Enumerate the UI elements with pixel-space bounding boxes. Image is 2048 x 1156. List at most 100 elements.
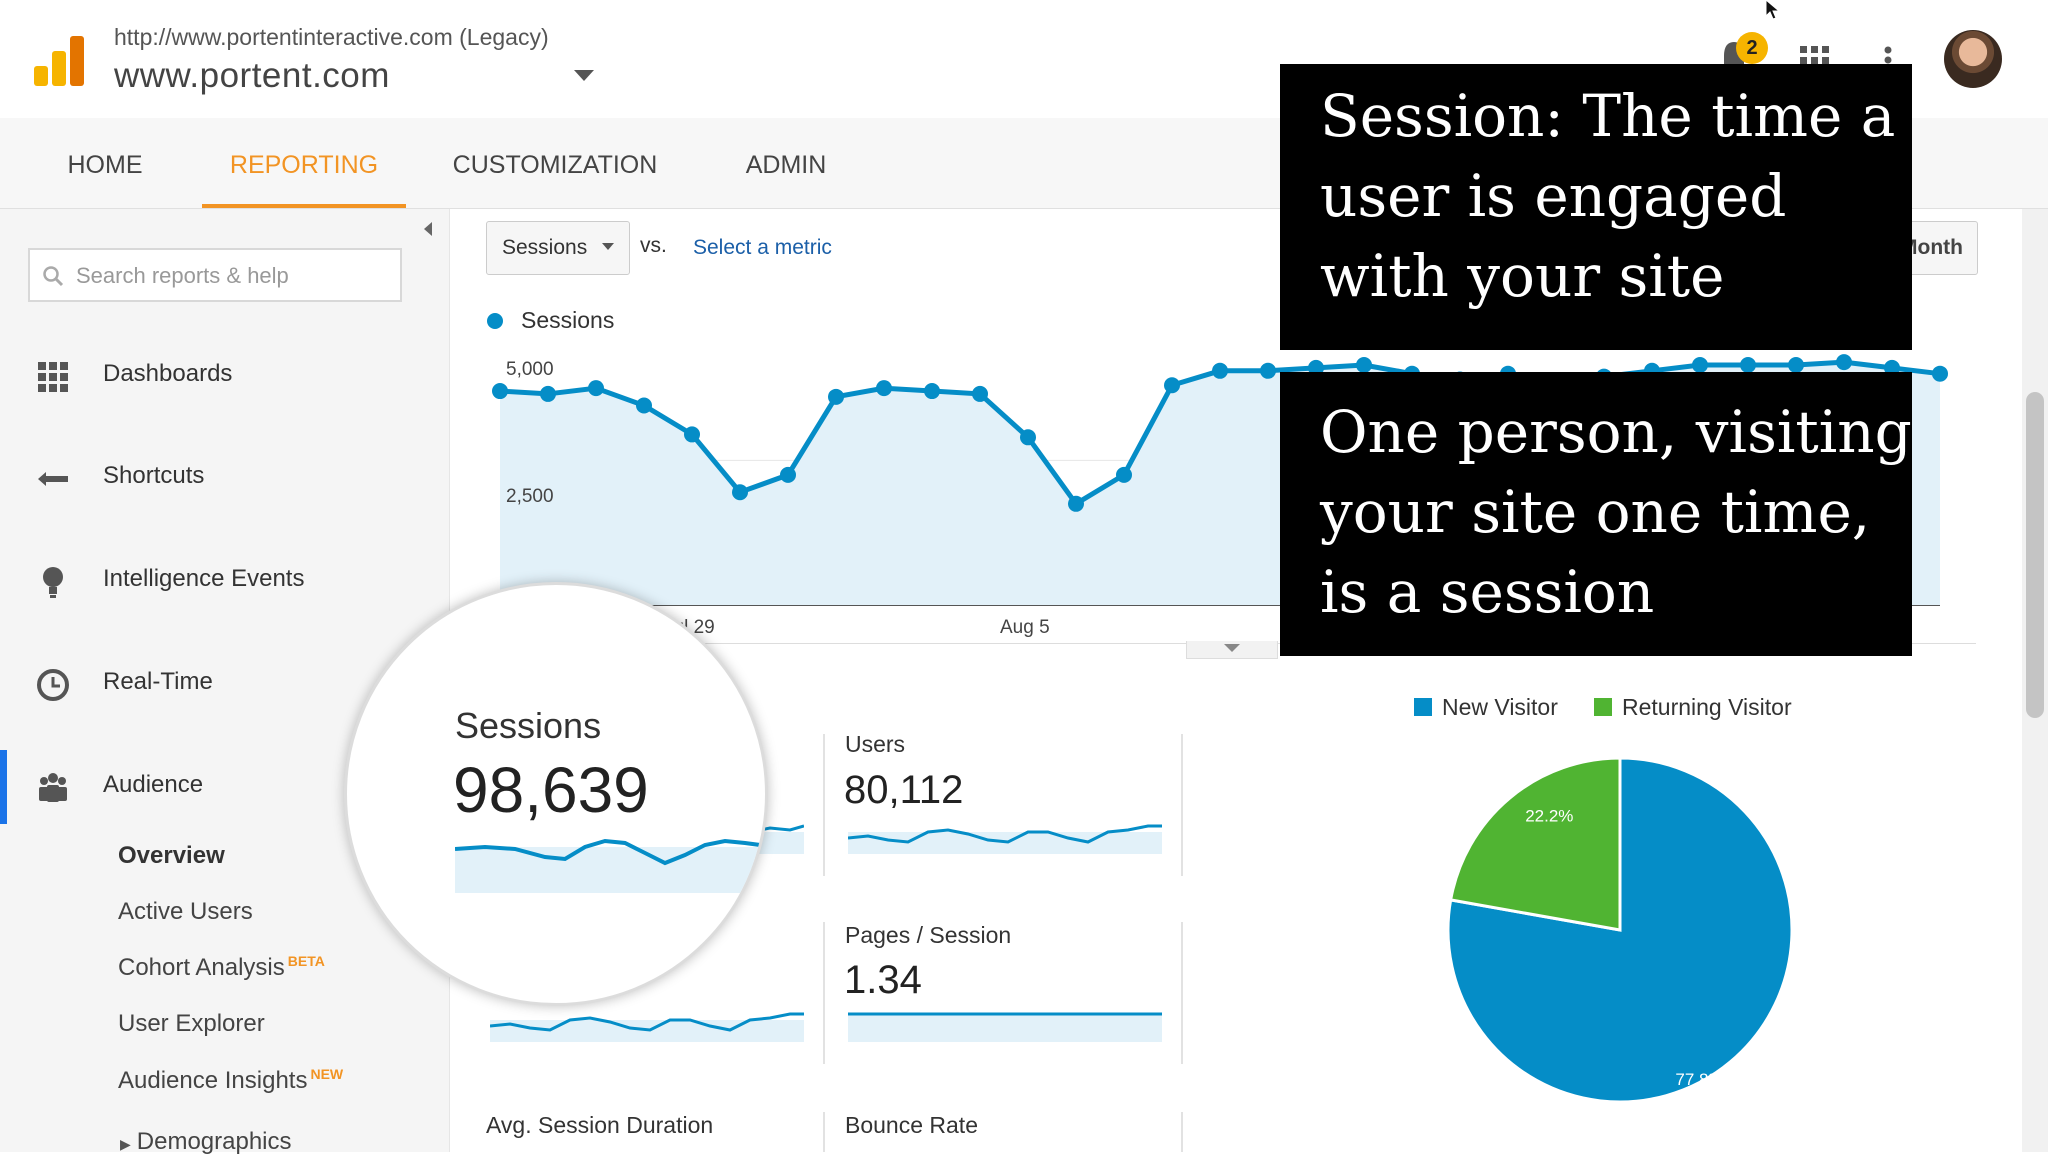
sidebar-sub-cohort-analysis[interactable]: Cohort Analysis BETA (118, 953, 325, 982)
sidebar-item-label: Real-Time (103, 668, 213, 695)
pages-per-session-value: 1.34 (844, 958, 922, 1002)
pageviews-sparkline (490, 1012, 804, 1042)
sidebar-item-audience[interactable]: Audience (0, 757, 449, 817)
people-icon (39, 773, 67, 802)
legend-label-returning-visitor: Returning Visitor (1622, 694, 1792, 720)
legend-swatch-returning-visitor (1594, 698, 1612, 716)
chart-data-point[interactable] (876, 380, 892, 397)
beta-badge: BETA (287, 953, 325, 969)
sidebar-sub-user-explorer[interactable]: User Explorer (118, 1010, 265, 1037)
series-legend-swatch (487, 313, 503, 329)
chart-data-point[interactable] (924, 383, 940, 400)
chevron-down-icon (602, 243, 614, 250)
chart-data-point[interactable] (684, 426, 700, 443)
chart-data-point[interactable] (1788, 357, 1804, 374)
metric-dropdown-label: Sessions (502, 236, 588, 259)
vs-label: vs. (640, 234, 667, 257)
avatar[interactable] (1944, 30, 2002, 88)
chart-data-point[interactable] (1260, 362, 1276, 379)
sidebar-item-label: Intelligence Events (103, 565, 305, 592)
chart-data-point[interactable] (1308, 359, 1324, 376)
chevron-down-icon[interactable] (574, 70, 594, 81)
sessions-sparkline-zoomed (455, 838, 765, 893)
chart-data-point[interactable] (1740, 357, 1756, 374)
pie-slice[interactable] (1446, 756, 1794, 1104)
clock-icon (37, 669, 69, 701)
chart-data-point[interactable] (780, 466, 796, 483)
chart-data-point[interactable] (540, 385, 556, 402)
chart-data-point[interactable] (1692, 357, 1708, 374)
sidebar-item-label: Audience (103, 771, 204, 798)
chart-data-point[interactable] (588, 380, 604, 397)
series-legend-label: Sessions (521, 307, 615, 333)
chart-data-point[interactable] (1884, 359, 1900, 376)
active-indicator (0, 750, 7, 824)
chart-data-point[interactable] (972, 385, 988, 402)
chart-data-point[interactable] (1212, 362, 1228, 379)
caption-line: your site one time, (1320, 478, 1871, 546)
tile-divider (823, 1112, 825, 1152)
vertical-dots-icon[interactable] (1884, 46, 1892, 74)
tile-divider (1181, 734, 1183, 876)
scrollbar-thumb[interactable] (2026, 392, 2044, 718)
analytics-logo-icon[interactable] (34, 36, 86, 86)
pages-per-session-sparkline (848, 1012, 1162, 1042)
pie-slice-label: 77.8% (1675, 1070, 1723, 1089)
tab-home[interactable]: HOME (67, 151, 143, 179)
expand-triangle-icon: ▶ (120, 1136, 131, 1152)
sessions-metric-label: Sessions (455, 705, 602, 746)
sessions-metric-value: 98,639 (453, 754, 649, 826)
caption-line: user is engaged (1320, 162, 1787, 230)
pie-slice[interactable] (1448, 756, 1622, 932)
chart-data-point[interactable] (492, 383, 508, 400)
sidebar-item-real-time[interactable]: Real-Time (0, 654, 449, 714)
caption-line: Session: The time a (1320, 82, 1896, 150)
search-input[interactable] (74, 250, 398, 302)
legend-label-new-visitor: New Visitor (1442, 694, 1558, 720)
tab-reporting[interactable]: REPORTING (202, 118, 406, 208)
sidebar-sub-demographics[interactable]: ▶ Demographics (120, 1128, 292, 1156)
property-name[interactable]: www.portent.com (114, 56, 390, 95)
chart-data-point[interactable] (1116, 466, 1132, 483)
sidebar-item-dashboards[interactable]: Dashboards (0, 346, 449, 406)
sidebar-item-intelligence-events[interactable]: Intelligence Events (0, 551, 449, 611)
chart-data-point[interactable] (1356, 357, 1372, 374)
chart-data-point[interactable] (1164, 377, 1180, 394)
tile-divider (823, 922, 825, 1064)
sidebar-sub-label: Cohort Analysis (118, 954, 285, 981)
legend-swatch-new-visitor (1414, 698, 1432, 716)
sidebar-sub-label: Demographics (136, 1128, 292, 1155)
chart-data-point[interactable] (1068, 495, 1084, 512)
mouse-cursor-icon (1765, 0, 1781, 20)
property-url: http://www.portentinteractive.com (Legac… (114, 24, 549, 50)
sidebar-item-shortcuts[interactable]: Shortcuts (0, 448, 449, 508)
chart-data-point[interactable] (1932, 365, 1948, 382)
tab-admin[interactable]: ADMIN (745, 151, 827, 179)
sidebar (0, 209, 450, 1152)
pages-per-session-label: Pages / Session (845, 922, 1012, 948)
chart-data-point[interactable] (636, 397, 652, 414)
select-metric-link[interactable]: Select a metric (693, 236, 832, 259)
tile-divider (823, 734, 825, 876)
chart-data-point[interactable] (828, 388, 844, 405)
sidebar-sub-active-users[interactable]: Active Users (118, 898, 253, 925)
sidebar-sub-label: Audience Insights (118, 1067, 308, 1094)
visitor-pie-chart: 77.8% 22.2% (1446, 756, 1794, 1104)
caption-overlay-2: One person, visiting your site one time,… (1280, 372, 1912, 656)
tile-divider (1181, 1112, 1183, 1152)
users-value: 80,112 (844, 768, 964, 812)
chart-data-point[interactable] (1836, 354, 1852, 371)
chart-data-point[interactable] (1020, 429, 1036, 446)
sidebar-sub-overview[interactable]: Overview (118, 842, 225, 869)
grid-apps-icon[interactable] (1800, 46, 1830, 76)
pie-slice-label: 22.2% (1525, 807, 1573, 826)
dashboard-grid-icon (38, 362, 68, 392)
magnifier-lens: Sessions 98,639 (344, 582, 768, 1006)
collapse-arrow-icon[interactable] (424, 222, 432, 236)
notification-badge[interactable]: 2 (1736, 32, 1768, 64)
chart-data-point[interactable] (732, 484, 748, 501)
sidebar-item-label: Shortcuts (103, 462, 205, 489)
tab-customization[interactable]: CUSTOMIZATION (452, 151, 658, 179)
sidebar-sub-audience-insights[interactable]: Audience Insights NEW (118, 1066, 343, 1095)
chevron-down-icon[interactable] (1224, 644, 1240, 652)
